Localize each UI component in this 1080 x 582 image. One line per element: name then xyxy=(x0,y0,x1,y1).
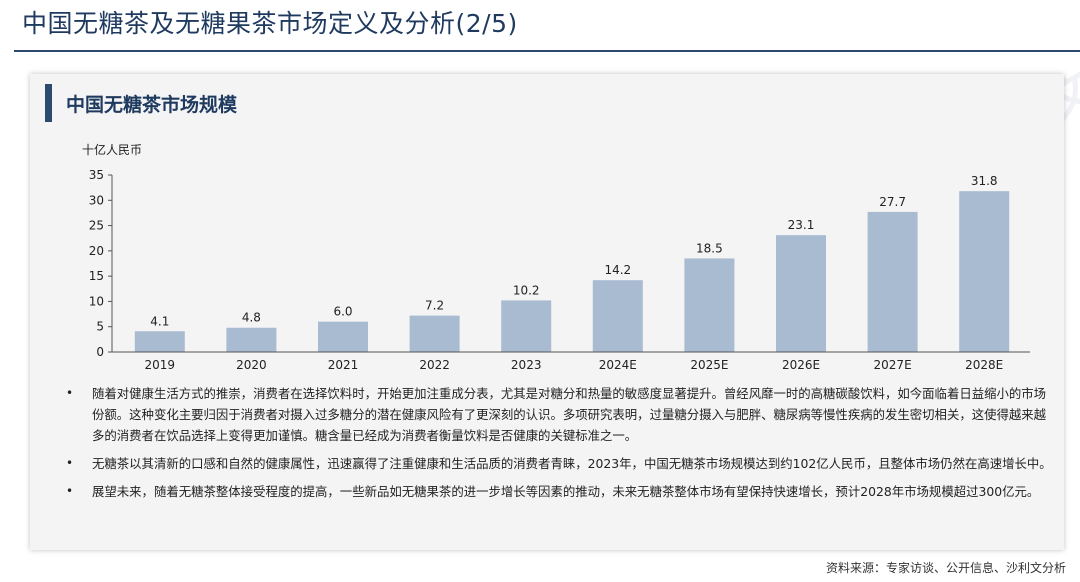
page-title: 中国无糖茶及无糖果茶市场定义及分析(2/5) xyxy=(22,9,518,38)
x-tick-label: 2024E xyxy=(599,358,637,372)
source-note: 资料来源：专家访谈、公开信息、沙利文分析 xyxy=(825,561,1066,575)
data-label: 27.7 xyxy=(879,195,906,209)
bar xyxy=(501,300,552,352)
bar xyxy=(226,327,277,352)
bullet-text: 展望未来，随着无糖茶整体接受程度的提高，一些新品如无糖果茶的进一步增长等因素的推… xyxy=(92,484,1040,499)
bullet-text: 随着对健康生活方式的推崇，消费者在选择饮料时，开始更加注重成分表，尤其是对糖分和… xyxy=(92,386,1047,443)
bar xyxy=(134,331,185,352)
data-label: 14.2 xyxy=(604,263,631,277)
data-label: 10.2 xyxy=(513,283,540,297)
bar xyxy=(592,280,643,352)
y-tick-label: 30 xyxy=(89,193,104,207)
bullet-list: • 随着对健康生活方式的推崇，消费者在选择饮料时，开始更加注重成分表，尤其是对糖… xyxy=(66,383,1056,509)
data-label: 23.1 xyxy=(788,218,815,232)
y-axis-unit-label: 十亿人民币 xyxy=(82,142,142,157)
bullet-marker: • xyxy=(66,456,74,470)
data-label: 6.0 xyxy=(333,305,352,319)
x-tick-label: 2022 xyxy=(419,358,450,372)
data-label: 4.8 xyxy=(242,311,261,325)
bar xyxy=(776,235,826,352)
chart-card: 中国无糖茶市场规模 十亿人民币 0 5 10 15 20 25 30 35 4.1 4.8 6.0… xyxy=(30,74,1064,550)
bar xyxy=(684,258,735,352)
title-divider xyxy=(14,50,1080,52)
card-title: 中国无糖茶市场规模 xyxy=(66,94,238,116)
y-axis: 0 5 10 15 20 25 30 35 xyxy=(89,168,113,359)
y-tick-label: 15 xyxy=(89,269,104,283)
data-label: 7.2 xyxy=(425,299,444,313)
y-tick-label: 20 xyxy=(89,244,104,258)
bullet-item: • 随着对健康生活方式的推崇，消费者在选择饮料时，开始更加注重成分表，尤其是对糖… xyxy=(66,383,1056,446)
x-tick-label: 2027E xyxy=(874,358,912,372)
bullet-text: 无糖茶以其清新的口感和自然的健康属性，迅速赢得了注重健康和生活品质的消费者青睐，… xyxy=(92,456,1052,471)
bullet-marker: • xyxy=(66,386,74,400)
y-tick-label: 35 xyxy=(89,168,104,182)
market-size-bar-chart: 十亿人民币 0 5 10 15 20 25 30 35 4.1 4.8 6.0 7.2 10.2 14.… xyxy=(82,142,1030,372)
bar xyxy=(318,321,368,352)
x-tick-label: 2028E xyxy=(965,358,1003,372)
data-label: 31.8 xyxy=(971,174,998,188)
x-axis: 2019 2020 2021 2022 2023 2024E 2025E 2026E 2027E… xyxy=(112,351,1030,372)
y-tick-label: 0 xyxy=(96,345,104,359)
bar xyxy=(959,191,1010,352)
bullet-item: • 展望未来，随着无糖茶整体接受程度的提高，一些新品如无糖果茶的进一步增长等因素… xyxy=(66,481,1056,502)
bars-group: 4.1 4.8 6.0 7.2 10.2 14.2 18.5 23.1 27.7 31.8 xyxy=(134,174,1010,352)
y-tick-label: 25 xyxy=(89,219,104,233)
x-tick-label: 2023 xyxy=(511,358,542,372)
x-tick-label: 2019 xyxy=(145,358,176,372)
x-tick-label: 2026E xyxy=(782,358,820,372)
data-label: 4.1 xyxy=(150,314,169,328)
y-tick-label: 5 xyxy=(96,320,104,334)
y-tick-label: 10 xyxy=(89,294,104,308)
card-accent-bar xyxy=(45,84,52,122)
data-label: 18.5 xyxy=(696,241,723,255)
bar xyxy=(409,315,460,352)
bullet-item: • 无糖茶以其清新的口感和自然的健康属性，迅速赢得了注重健康和生活品质的消费者青… xyxy=(66,453,1056,474)
x-tick-label: 2021 xyxy=(328,358,359,372)
bullet-marker: • xyxy=(66,484,74,498)
x-tick-label: 2020 xyxy=(236,358,267,372)
bar xyxy=(867,211,918,352)
x-tick-label: 2025E xyxy=(690,358,728,372)
